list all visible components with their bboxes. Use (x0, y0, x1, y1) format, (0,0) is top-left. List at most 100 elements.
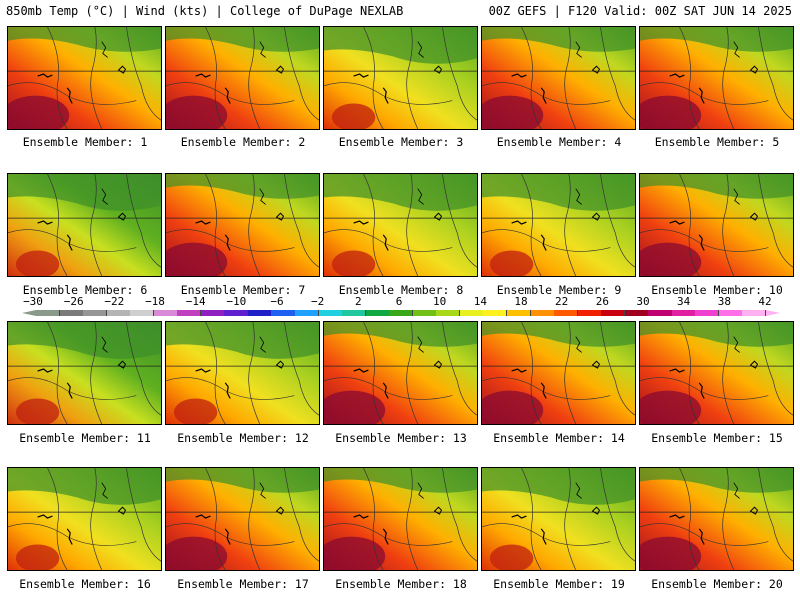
temperature-map (8, 27, 161, 129)
ensemble-member-label: Ensemble Member: 13 (335, 431, 467, 445)
colorbar-swatch (624, 310, 649, 316)
colorbar-tick-label: 18 (514, 295, 528, 308)
temperature-map (166, 322, 319, 424)
colorbar-tick-label: 10 (433, 295, 447, 308)
colorbar-swatch (671, 310, 696, 316)
ensemble-member-label: Ensemble Member: 12 (177, 431, 309, 445)
ensemble-member-map (323, 467, 478, 571)
ensemble-member-label: Ensemble Member: 17 (177, 577, 309, 591)
ensemble-member-map (481, 26, 636, 130)
colorbar-swatch (436, 310, 461, 316)
colorbar-swatch (59, 310, 84, 316)
ensemble-member-label: Ensemble Member: 5 (654, 135, 780, 149)
temperature-map (324, 174, 477, 276)
temperature-map (640, 468, 793, 570)
temperature-map (166, 27, 319, 129)
ensemble-member-label: Ensemble Member: 11 (19, 431, 151, 445)
colorbar-swatch (153, 310, 178, 316)
colorbar-swatch (389, 310, 414, 316)
colorbar-swatch (718, 310, 743, 316)
ensemble-member-map (7, 26, 162, 130)
colorbar-swatch (342, 310, 367, 316)
ensemble-member-map (165, 26, 320, 130)
colorbar-swatch (695, 310, 720, 316)
temperature-map (482, 174, 635, 276)
colorbar-tick-label: 38 (717, 295, 731, 308)
ensemble-member-label: Ensemble Member: 10 (651, 283, 783, 297)
ensemble-member-label: Ensemble Member: 3 (338, 135, 464, 149)
ensemble-member-label: Ensemble Member: 18 (335, 577, 467, 591)
ensemble-member-label: Ensemble Member: 2 (180, 135, 306, 149)
colorbar-swatch (577, 310, 602, 316)
colorbar-tick-label: −30 (23, 295, 43, 308)
colorbar-right-arrow (766, 310, 780, 316)
colorbar-swatch (224, 310, 249, 316)
colorbar-swatch (412, 310, 437, 316)
temperature-map (324, 322, 477, 424)
colorbar-tick-label: 14 (473, 295, 487, 308)
colorbar-swatch (130, 310, 155, 316)
colorbar-swatch (483, 310, 508, 316)
valid-time-label: 00Z GEFS | F120 Valid: 00Z SAT JUN 14 20… (488, 4, 792, 18)
colorbar-swatch (83, 310, 108, 316)
ensemble-member-label: Ensemble Member: 20 (651, 577, 783, 591)
ensemble-member-label: Ensemble Member: 4 (496, 135, 622, 149)
ensemble-member-map (165, 173, 320, 277)
ensemble-member-label: Ensemble Member: 6 (22, 283, 148, 297)
colorbar-tick-label: 42 (758, 295, 772, 308)
ensemble-member-map (7, 467, 162, 571)
ensemble-member-map (165, 321, 320, 425)
colorbar-swatch (365, 310, 390, 316)
colorbar-swatch (648, 310, 673, 316)
ensemble-member-map (165, 467, 320, 571)
colorbar-swatch (530, 310, 555, 316)
temperature-map (324, 468, 477, 570)
colorbar-swatch (271, 310, 296, 316)
temperature-map (166, 468, 319, 570)
colorbar-tick-label: −2 (311, 295, 325, 308)
temperature-colorbar: −30 −26 −22 −18 −14 −10 −6 −2 2 6 10 14 18 22 26 30 34 38… (0, 295, 800, 320)
colorbar-swatch (295, 310, 320, 316)
temperature-map (640, 27, 793, 129)
colorbar-tick-label: 6 (395, 295, 403, 308)
ensemble-member-map (639, 26, 794, 130)
colorbar-swatch (459, 310, 484, 316)
colorbar-tick-label: 22 (555, 295, 569, 308)
temperature-map (640, 174, 793, 276)
ensemble-member-map (481, 321, 636, 425)
temperature-map (482, 468, 635, 570)
colorbar-tick-label: −18 (145, 295, 165, 308)
ensemble-member-map (481, 173, 636, 277)
temperature-map (482, 322, 635, 424)
colorbar-swatch (247, 310, 272, 316)
ensemble-member-label: Ensemble Member: 1 (22, 135, 148, 149)
temperature-map (8, 468, 161, 570)
colorbar-tick-label: −6 (270, 295, 284, 308)
colorbar-tick-label: −22 (104, 295, 125, 308)
colorbar-swatch (554, 310, 579, 316)
temperature-map (8, 174, 161, 276)
colorbar-swatch (601, 310, 626, 316)
ensemble-member-label: Ensemble Member: 9 (496, 283, 622, 297)
colorbar-tick-label: 26 (595, 295, 609, 308)
colorbar-tick-label: 34 (677, 295, 691, 308)
temperature-map (482, 27, 635, 129)
ensemble-member-map (639, 321, 794, 425)
colorbar-swatch (506, 310, 531, 316)
temperature-map (640, 322, 793, 424)
ensemble-member-label: Ensemble Member: 8 (338, 283, 464, 297)
colorbar-swatch (106, 310, 131, 316)
ensemble-member-map (639, 467, 794, 571)
colorbar-tick-label: 2 (355, 295, 362, 308)
ensemble-member-label: Ensemble Member: 7 (180, 283, 306, 297)
colorbar-left-arrow (22, 310, 36, 316)
ensemble-member-label: Ensemble Member: 15 (651, 431, 783, 445)
ensemble-member-map (323, 26, 478, 130)
ensemble-member-map (639, 173, 794, 277)
ensemble-member-map (481, 467, 636, 571)
ensemble-member-map (323, 173, 478, 277)
colorbar-tick-label: −14 (185, 295, 206, 308)
temperature-map (8, 322, 161, 424)
ensemble-member-label: Ensemble Member: 16 (19, 577, 151, 591)
colorbar-tick-label: −26 (63, 295, 84, 308)
